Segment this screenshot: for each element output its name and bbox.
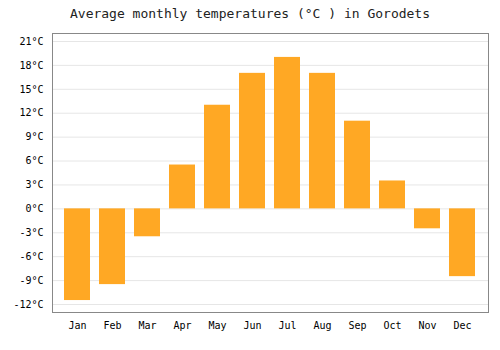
svg-text:18°C: 18°C [19,60,43,71]
svg-text:May: May [208,320,226,331]
svg-text:Feb: Feb [103,320,121,331]
svg-text:-9°C: -9°C [19,275,43,286]
svg-text:-12°C: -12°C [13,299,43,310]
svg-text:Nov: Nov [418,320,436,331]
svg-text:9°C: 9°C [25,131,43,142]
svg-text:Jan: Jan [68,320,86,331]
svg-text:-6°C: -6°C [19,251,43,262]
svg-text:0°C: 0°C [25,203,43,214]
html-text:Average monthly temperatures (: Average monthly temperatures (°C ) in Go… [70,6,430,21]
svg-text:21°C: 21°C [19,36,43,47]
svg-text:12°C: 12°C [19,107,43,118]
svg-text:Jun: Jun [243,320,261,331]
svg-text:Sep: Sep [348,320,366,331]
svg-text:-3°C: -3°C [19,227,43,238]
svg-text:Oct: Oct [383,320,401,331]
svg-text:Jul: Jul [278,320,296,331]
svg-text:Dec: Dec [453,320,471,331]
svg-text:Apr: Apr [173,320,191,331]
svg-text:Mar: Mar [138,320,156,331]
svg-text:3°C: 3°C [25,179,43,190]
svg-text:Aug: Aug [313,320,331,331]
svg-text:6°C: 6°C [25,155,43,166]
svg-text:15°C: 15°C [19,84,43,95]
